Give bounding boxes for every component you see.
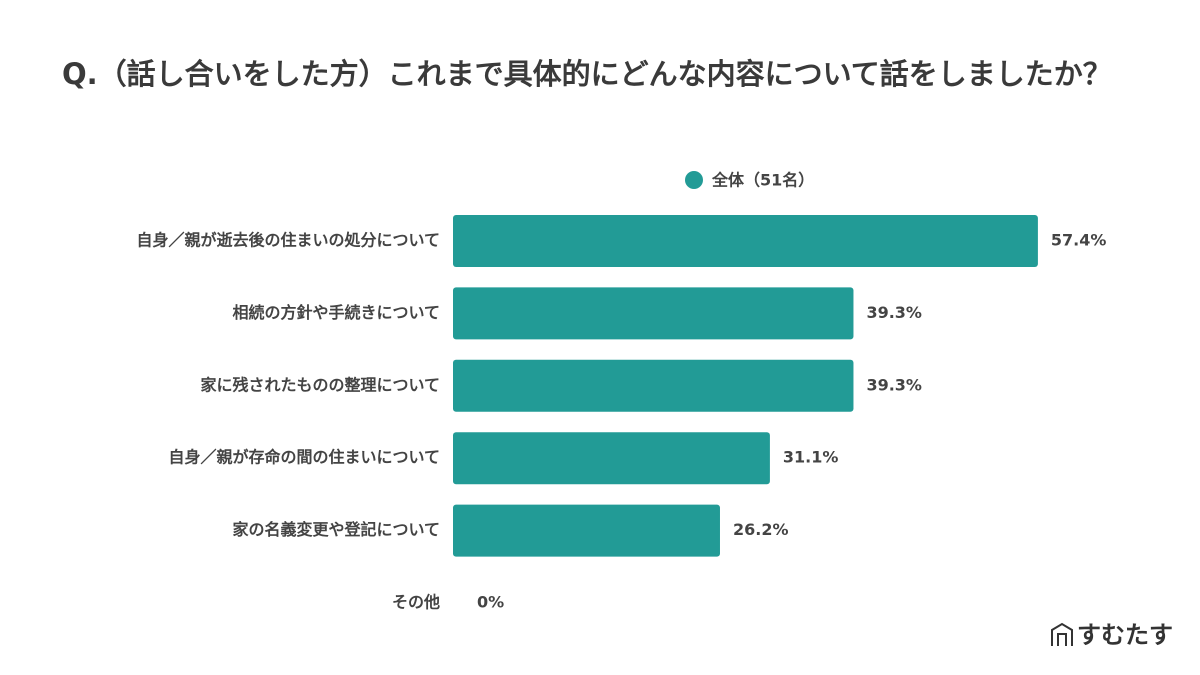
bar bbox=[453, 287, 854, 340]
logo-icon bbox=[1051, 622, 1073, 646]
value-label: 31.1% bbox=[783, 448, 839, 467]
y-tick-label: 家の名義変更や登記について bbox=[232, 520, 440, 539]
value-label: 39.3% bbox=[866, 375, 922, 394]
value-label: 0% bbox=[477, 593, 504, 612]
bar bbox=[453, 215, 1038, 267]
legend-swatch bbox=[685, 171, 703, 189]
value-label: 26.2% bbox=[733, 520, 789, 539]
value-label: 39.3% bbox=[866, 303, 922, 322]
bar bbox=[453, 359, 854, 412]
y-tick-label: 家に残されたものの整理について bbox=[200, 375, 440, 394]
legend-label: 全体（51名） bbox=[711, 171, 814, 190]
y-tick-label: 自身／親が逝去後の住まいの処分について bbox=[136, 231, 440, 250]
chart-title: Q.（話し合いをした方）これまで具体的にどんな内容について話をしましたか？ bbox=[62, 57, 1112, 91]
logo-text: すむたす bbox=[1077, 621, 1173, 649]
y-tick-label: その他 bbox=[392, 593, 440, 612]
value-label: 57.4% bbox=[1051, 231, 1107, 250]
y-tick-label: 相続の方針や手続きについて bbox=[232, 303, 440, 322]
bar bbox=[453, 504, 720, 557]
logo: すむたす bbox=[1051, 621, 1173, 649]
y-tick-label: 自身／親が存命の間の住まいについて bbox=[168, 448, 440, 467]
bar bbox=[453, 432, 770, 485]
